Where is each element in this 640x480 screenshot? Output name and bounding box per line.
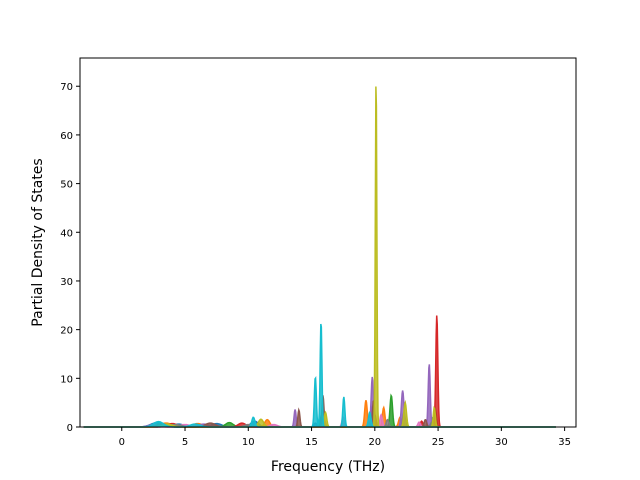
y-tick-label: 70	[60, 82, 73, 93]
series-4-fill	[83, 315, 556, 427]
x-tick-label: 5	[182, 437, 188, 448]
y-tick-label: 30	[60, 277, 73, 288]
x-tick-label: 25	[432, 437, 445, 448]
y-axis-ticks: 0 10 20 30 40 50 60 70	[60, 82, 80, 434]
y-axis-title: Partial Density of States	[30, 158, 46, 326]
y-tick-label: 10	[60, 374, 73, 385]
x-tick-label: 35	[558, 437, 571, 448]
y-tick-label: 0	[67, 423, 73, 434]
plot-frame	[79, 57, 577, 428]
y-tick-label: 60	[60, 131, 73, 142]
x-tick-label: 15	[305, 437, 318, 448]
y-tick-label: 40	[60, 228, 73, 239]
x-tick-label: 10	[242, 437, 255, 448]
y-tick-label: 20	[60, 326, 73, 337]
y-tick-label: 50	[60, 180, 73, 191]
x-tick-label: 30	[495, 437, 508, 448]
x-axis-title: Frequency (THz)	[271, 459, 385, 475]
x-tick-label: 20	[368, 437, 381, 448]
x-axis-ticks: 0 5 10 15 20 25 30 35	[119, 427, 571, 448]
x-tick-label: 0	[119, 437, 125, 448]
